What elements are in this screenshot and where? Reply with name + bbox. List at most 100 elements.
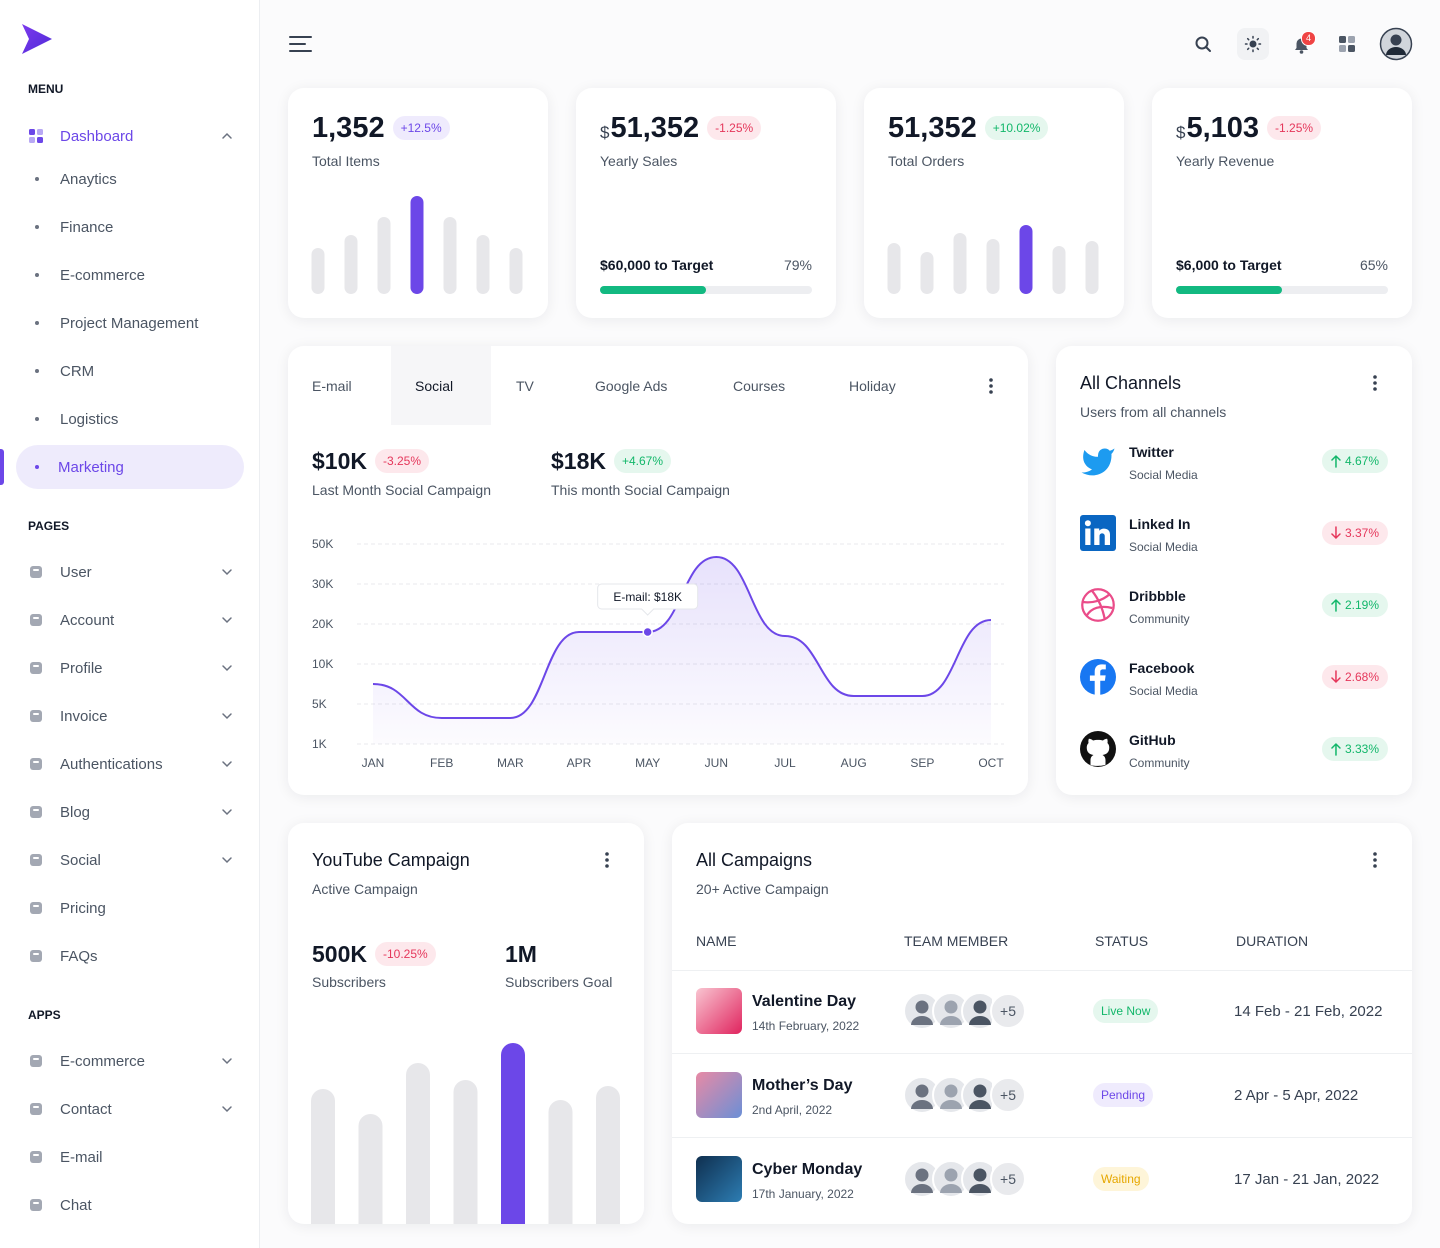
bar: [311, 248, 325, 294]
team-avatar: [961, 992, 992, 1030]
nav-item[interactable]: Blog: [60, 803, 91, 821]
more-button: [1373, 375, 1377, 391]
shape: [944, 1000, 958, 1014]
trend-arrow: [1331, 742, 1341, 756]
shape: [30, 614, 42, 626]
subscribers-change: -10.25%: [374, 942, 436, 966]
channel-change: 4.67%: [1321, 449, 1388, 473]
shape: [1085, 605, 1113, 617]
stat-value: 5,103: [1186, 111, 1260, 144]
nav-item[interactable]: Profile: [60, 659, 103, 677]
section-title: PAGES: [28, 518, 70, 533]
shape: [940, 1184, 962, 1193]
tab[interactable]: Holiday: [849, 378, 896, 394]
team-avatar: [932, 1160, 970, 1198]
campaign-stat-label: This month Social Campaign: [551, 482, 730, 498]
nav-item[interactable]: Account: [60, 611, 115, 629]
team-more: +5: [1000, 1087, 1016, 1103]
bar: [410, 196, 424, 294]
shape: [33, 905, 39, 907]
chevron: [222, 809, 232, 816]
shape: [1244, 35, 1262, 53]
row-divider: [672, 1053, 1412, 1054]
nav-item[interactable]: Contact: [60, 1100, 112, 1118]
tab[interactable]: Social: [415, 378, 454, 394]
shape: [1080, 659, 1116, 695]
nav-item[interactable]: E-commerce: [60, 1052, 146, 1070]
shape: [1082, 593, 1110, 604]
campaign-duration: 2 Apr - 5 Apr, 2022: [1234, 1086, 1359, 1104]
stat-value-row: 1,352 +12.5%: [312, 108, 450, 148]
channels-card: [1056, 346, 1412, 795]
nav-item[interactable]: Dashboard: [60, 127, 134, 145]
trend-arrow: [1331, 526, 1341, 540]
channel-change: 2.19%: [1321, 593, 1388, 617]
campaign-date: 14th February, 2022: [752, 1018, 860, 1033]
nav-subitem[interactable]: Logistics: [60, 410, 119, 428]
campaign-thumbnail: [696, 1156, 742, 1202]
shape: [30, 1055, 42, 1067]
nav-icon: [30, 758, 42, 770]
shape: [30, 566, 42, 578]
stat-value-row: 51,352 +10.02%: [888, 108, 1049, 148]
nav-subitem[interactable]: CRM: [60, 362, 95, 380]
more-button: [989, 378, 993, 394]
campaign-status: Live Now: [1093, 999, 1159, 1023]
nav-item[interactable]: Authentications: [60, 755, 163, 773]
line: [372, 555, 992, 720]
currency: $: [600, 122, 610, 142]
nav-subitem[interactable]: Project Management: [60, 314, 199, 332]
dashboard-icon: [29, 129, 43, 143]
target-percent: 79%: [783, 257, 812, 273]
shape: [1091, 590, 1106, 620]
shape: [33, 617, 39, 619]
nav-subitem[interactable]: Finance: [60, 218, 114, 236]
chevron: [222, 617, 232, 624]
y-tick-label: 30K: [312, 577, 333, 591]
tab[interactable]: TV: [516, 378, 534, 394]
target-label: $60,000 to Target: [600, 257, 714, 273]
bar: [358, 1114, 383, 1224]
team-more: +5: [1000, 1003, 1016, 1019]
tab[interactable]: Google Ads: [595, 378, 668, 394]
nav-subitem[interactable]: Marketing: [58, 458, 124, 476]
tab[interactable]: Courses: [733, 378, 786, 394]
nav-subitem[interactable]: E-commerce: [60, 266, 146, 284]
target-label: $6,000 to Target: [1176, 257, 1282, 273]
nav-item[interactable]: Pricing: [60, 899, 106, 917]
nav-subitem[interactable]: Anaytics: [60, 170, 117, 188]
shape: [33, 665, 39, 667]
stat-value-row: $5,103 -1.25%: [1176, 108, 1322, 148]
nav-item[interactable]: Social: [60, 851, 101, 869]
bar: [920, 252, 934, 294]
shape: [30, 950, 42, 962]
row-divider: [672, 1137, 1412, 1138]
more-button: [605, 852, 609, 868]
shape: [33, 1154, 39, 1156]
channel-icon: [1081, 448, 1115, 476]
x-tick-label: APR: [567, 756, 592, 770]
nav-icon: [30, 710, 42, 722]
campaign-stat-value: $18K: [551, 447, 606, 474]
tab[interactable]: E-mail: [312, 378, 352, 394]
stat-value: 51,352: [610, 111, 700, 144]
shape: [973, 1000, 987, 1014]
channel-icon: [1080, 659, 1116, 695]
shape: [911, 1016, 933, 1025]
nav-item[interactable]: User: [60, 563, 92, 581]
shape: [1085, 528, 1091, 545]
shape: [1348, 36, 1355, 43]
nav-item[interactable]: Invoice: [60, 707, 108, 725]
shape: [33, 1058, 39, 1060]
shape: [1386, 47, 1406, 55]
apps-button: [1339, 36, 1355, 52]
campaign-thumbnail: [696, 988, 742, 1034]
campaign-name: Cyber Monday: [752, 1161, 863, 1178]
nav-item[interactable]: Chat: [60, 1196, 92, 1214]
nav-item[interactable]: E-mail: [60, 1148, 103, 1166]
channel-change-text: 2.68%: [1344, 670, 1379, 684]
shape: [30, 758, 42, 770]
shape: [1373, 852, 1377, 856]
nav-item[interactable]: FAQs: [60, 947, 98, 965]
campaign-duration: 14 Feb - 21 Feb, 2022: [1234, 1002, 1383, 1020]
